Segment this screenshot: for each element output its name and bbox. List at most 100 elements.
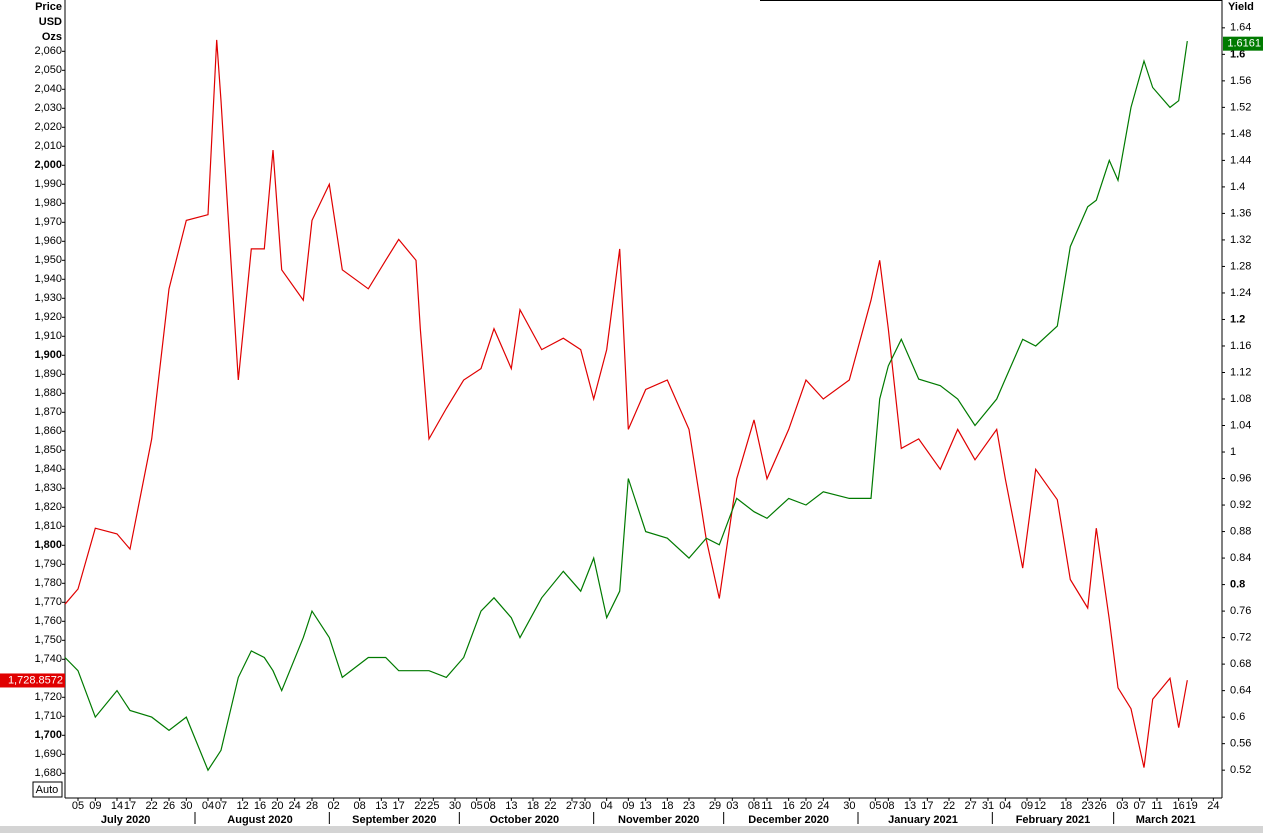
y2-tick-label: 1.36 xyxy=(1230,207,1251,219)
y-tick-label: 1,880 xyxy=(34,387,62,399)
month-label: July 2020 xyxy=(101,814,151,826)
x-tick-label: 30 xyxy=(579,800,591,812)
x-tick-label: 17 xyxy=(124,800,136,812)
last-value-label: 1.6161 xyxy=(1227,38,1261,50)
y2-tick-label: 1.48 xyxy=(1230,128,1251,140)
y-tick-label: 1,760 xyxy=(34,615,62,627)
x-tick-label: 30 xyxy=(180,800,192,812)
y2-tick-label: 0.68 xyxy=(1230,658,1251,670)
x-tick-label: 30 xyxy=(449,800,461,812)
x-tick-label: 24 xyxy=(1207,800,1219,812)
y2-tick-label: 1.2 xyxy=(1230,313,1245,325)
y-tick-label: 1,700 xyxy=(34,729,62,741)
x-tick-label: 27 xyxy=(566,800,578,812)
y2-tick-label: 0.76 xyxy=(1230,605,1251,617)
x-tick-label: 16 xyxy=(254,800,266,812)
x-tick-label: 26 xyxy=(163,800,175,812)
x-tick-label: 26 xyxy=(1095,800,1107,812)
y2-tick-label: 0.88 xyxy=(1230,525,1251,537)
last-value-label: 1,728.8572 xyxy=(8,674,63,686)
month-label: March 2021 xyxy=(1136,814,1196,826)
y-tick-label: 1,710 xyxy=(34,710,62,722)
x-tick-label: 11 xyxy=(761,800,772,812)
y2-tick-label: 1.24 xyxy=(1230,287,1251,299)
month-label: October 2020 xyxy=(489,814,559,826)
last-value-box xyxy=(1223,36,1263,51)
y2-tick-label: 0.56 xyxy=(1230,738,1251,750)
y2-tick-label: 0.72 xyxy=(1230,632,1251,644)
y-tick-label: 1,780 xyxy=(34,577,62,589)
plot-area xyxy=(65,0,1222,798)
y2-tick-label: 0.52 xyxy=(1230,764,1251,776)
x-tick-label: 09 xyxy=(89,800,101,812)
y-tick-label: 2,040 xyxy=(34,83,62,95)
y-tick-label: 1,980 xyxy=(34,197,62,209)
x-tick-label: 08 xyxy=(484,800,496,812)
y2-tick-label: 1.52 xyxy=(1230,101,1251,113)
y-tick-label: 1,920 xyxy=(34,311,62,323)
x-tick-label: 09 xyxy=(1021,800,1033,812)
y-tick-label: 2,030 xyxy=(34,102,62,114)
y-tick-label: 1,890 xyxy=(34,368,62,380)
y2-tick-label: 1.44 xyxy=(1230,154,1251,166)
x-tick-label: 04 xyxy=(999,800,1011,812)
x-tick-label: 03 xyxy=(1116,800,1128,812)
y-tick-label: 1,770 xyxy=(34,596,62,608)
x-tick-label: 23 xyxy=(1082,800,1094,812)
y2-tick-label: 0.64 xyxy=(1230,685,1251,697)
y-tick-label: 1,990 xyxy=(34,178,62,190)
x-tick-label: 04 xyxy=(202,800,214,812)
y2-tick-label: 0.96 xyxy=(1230,472,1251,484)
axis-label: USD xyxy=(39,16,62,28)
x-tick-label: 07 xyxy=(1134,800,1146,812)
month-label: September 2020 xyxy=(352,814,436,826)
x-tick-label: 13 xyxy=(375,800,387,812)
x-tick-label: 18 xyxy=(527,800,539,812)
auto-button-label[interactable]: Auto xyxy=(36,784,59,796)
y-tick-label: 1,790 xyxy=(34,558,62,570)
month-label: January 2021 xyxy=(888,814,958,826)
x-tick-label: 09 xyxy=(622,800,634,812)
y-tick-label: 1,720 xyxy=(34,691,62,703)
x-tick-label: 16 xyxy=(783,800,795,812)
month-label: November 2020 xyxy=(618,814,699,826)
series-line xyxy=(64,39,1188,768)
x-tick-label: 17 xyxy=(393,800,405,812)
x-tick-label: 22 xyxy=(943,800,955,812)
y-tick-label: 1,960 xyxy=(34,235,62,247)
x-tick-label: 08 xyxy=(748,800,760,812)
x-tick-label: 27 xyxy=(965,800,977,812)
x-tick-label: 23 xyxy=(683,800,695,812)
y-tick-label: 1,860 xyxy=(34,425,62,437)
x-tick-label: 12 xyxy=(237,800,249,812)
y-tick-label: 1,690 xyxy=(34,748,62,760)
y-tick-label: 2,010 xyxy=(34,140,62,152)
axis-label: Yield xyxy=(1228,1,1254,13)
y-tick-label: 1,800 xyxy=(34,539,62,551)
x-tick-label: 20 xyxy=(800,800,812,812)
x-tick-label: 05 xyxy=(869,800,881,812)
x-tick-label: 31 xyxy=(982,800,994,812)
auto-button[interactable] xyxy=(32,781,63,798)
x-tick-label: 28 xyxy=(306,800,318,812)
x-tick-label: 05 xyxy=(471,800,483,812)
x-tick-label: 04 xyxy=(601,800,613,812)
y-tick-label: 1,870 xyxy=(34,406,62,418)
x-tick-label: 02 xyxy=(328,800,340,812)
x-tick-label: 08 xyxy=(354,800,366,812)
x-tick-label: 24 xyxy=(817,800,829,812)
x-tick-label: 25 xyxy=(427,800,439,812)
y-tick-label: 1,950 xyxy=(34,254,62,266)
y-tick-label: 1,740 xyxy=(34,653,62,665)
x-tick-label: 24 xyxy=(289,800,301,812)
axis-label: Ozs xyxy=(42,31,62,43)
y-tick-label: 1,930 xyxy=(34,292,62,304)
x-tick-label: 16 xyxy=(1173,800,1185,812)
scrollbar[interactable] xyxy=(0,826,1263,833)
x-tick-label: 12 xyxy=(1034,800,1046,812)
month-label: February 2021 xyxy=(1016,814,1091,826)
y-tick-label: 1,840 xyxy=(34,463,62,475)
x-tick-label: 11 xyxy=(1151,800,1162,812)
